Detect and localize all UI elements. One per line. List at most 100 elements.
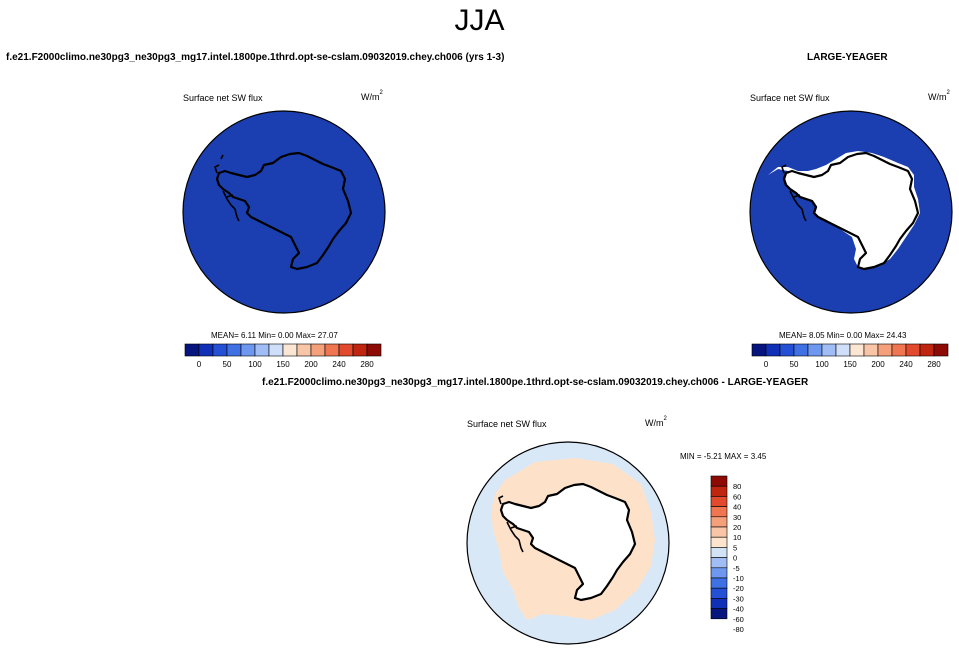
right-colorbar-labels: 050100150200240280320 — [764, 360, 941, 369]
diff-colorbar-tick-label: 80 — [733, 482, 741, 491]
diff-colorbar-tick-label: 20 — [733, 523, 741, 532]
diff-colorbar-boxes — [710, 475, 728, 620]
diff-colorbar-box — [710, 485, 728, 497]
left-colorbar-box — [268, 343, 284, 357]
right-colorbar-tick-label: 240 — [899, 360, 913, 369]
left-colorbar-tick-label: 100 — [248, 360, 262, 369]
left-colorbar-box — [226, 343, 242, 357]
diff-colorbar-tick-label: -20 — [733, 584, 744, 593]
left-variable-label: Surface net SW flux — [183, 93, 263, 103]
right-colorbar: 050100150200240280320 — [751, 343, 949, 369]
diff-case-title: f.e21.F2000climo.ne30pg3_ne30pg3_mg17.in… — [262, 377, 809, 388]
diff-colorbar-box — [710, 526, 728, 538]
left-colorbar-box — [198, 343, 214, 357]
left-peninsula-islands — [214, 154, 240, 222]
diff-colorbar-tick-label: 30 — [733, 513, 741, 522]
diff-colorbar-tick-label: -10 — [733, 574, 744, 583]
diff-colorbar-box — [710, 608, 728, 620]
left-colorbar-tick-label: 50 — [223, 360, 232, 369]
left-colorbar: 050100150200240280320 — [184, 343, 382, 369]
right-colorbar-box — [919, 343, 935, 357]
right-stats: MEAN= 8.05 Min= 0.00 Max= 24.43 — [779, 331, 907, 340]
left-colorbar-box — [240, 343, 256, 357]
diff-colorbar-box — [710, 506, 728, 518]
right-colorbar-box — [751, 343, 767, 357]
diff-colorbar-box — [710, 587, 728, 599]
left-colorbar-box — [212, 343, 228, 357]
right-peninsula-islands — [781, 164, 807, 222]
left-colorbar-box — [310, 343, 326, 357]
diff-minmax: MIN = -5.21 MAX = 3.45 — [680, 452, 767, 461]
diff-variable-label: Surface net SW flux — [467, 419, 547, 429]
right-colorbar-tick-label: 0 — [764, 360, 769, 369]
left-colorbar-boxes — [184, 343, 382, 357]
diff-colorbar-box — [710, 496, 728, 507]
right-polar-map — [749, 110, 953, 314]
right-case-title: LARGE-YEAGER — [807, 52, 888, 63]
diff-colorbar-box — [710, 536, 728, 548]
left-colorbar-box — [338, 343, 354, 357]
right-colorbar-box — [779, 343, 795, 357]
left-colorbar-tick-label: 150 — [276, 360, 290, 369]
left-stats: MEAN= 6.11 Min= 0.00 Max= 27.07 — [211, 331, 338, 340]
diff-colorbar-tick-label: 0 — [733, 554, 737, 563]
left-colorbar-tick-label: 240 — [332, 360, 346, 369]
right-colorbar-box — [765, 343, 781, 357]
diff-colorbar-tick-label: -30 — [733, 594, 744, 603]
right-colorbar-box — [933, 343, 949, 357]
diff-colorbar-box — [710, 547, 728, 558]
left-colorbar-tick-label: 280 — [360, 360, 374, 369]
right-antarctica-coastline — [782, 151, 920, 271]
right-colorbar-tick-label: 50 — [790, 360, 799, 369]
right-colorbar-tick-label: 100 — [815, 360, 829, 369]
diff-peninsula-islands — [498, 495, 524, 553]
left-colorbar-box — [352, 343, 368, 357]
right-colorbar-box — [905, 343, 921, 357]
diff-colorbar-tick-label: -80 — [733, 625, 744, 634]
left-colorbar-box — [282, 343, 298, 357]
left-polar-map — [182, 110, 386, 314]
right-colorbar-boxes — [751, 343, 949, 357]
diff-colorbar-box — [710, 475, 728, 487]
right-colorbar-tick-label: 280 — [927, 360, 941, 369]
diff-colorbar-tick-label: -60 — [733, 615, 744, 624]
diff-colorbar-box — [710, 567, 728, 579]
right-colorbar-box — [877, 343, 893, 357]
diff-colorbar-tick-label: 60 — [733, 492, 741, 501]
right-colorbar-box — [821, 343, 837, 357]
left-case-title: f.e21.F2000climo.ne30pg3_ne30pg3_mg17.in… — [6, 52, 505, 63]
right-variable-label: Surface net SW flux — [750, 93, 830, 103]
right-colorbar-box — [891, 343, 907, 357]
right-colorbar-box — [849, 343, 865, 357]
left-colorbar-box — [184, 343, 200, 357]
diff-colorbar-box — [710, 516, 728, 528]
left-colorbar-tick-label: 200 — [304, 360, 318, 369]
left-colorbar-box — [254, 343, 270, 357]
right-colorbar-tick-label: 200 — [871, 360, 885, 369]
diff-polar-map — [466, 441, 670, 645]
left-colorbar-box — [324, 343, 340, 357]
left-colorbar-box — [366, 343, 382, 357]
left-antarctica-coastline — [215, 151, 353, 271]
left-units-label: W/m2 — [361, 90, 383, 102]
right-colorbar-box — [793, 343, 809, 357]
diff-colorbar-tick-label: 40 — [733, 503, 741, 512]
diff-colorbar-box — [710, 557, 728, 569]
diff-colorbar-tick-label: 5 — [733, 543, 737, 552]
right-colorbar-box — [835, 343, 851, 357]
right-colorbar-tick-label: 150 — [843, 360, 857, 369]
right-colorbar-box — [863, 343, 879, 357]
left-colorbar-box — [296, 343, 312, 357]
diff-colorbar-tick-label: -40 — [733, 605, 744, 614]
diff-colorbar-box — [710, 577, 728, 589]
right-sea-ice-white — [768, 151, 920, 269]
diff-units-label: W/m2 — [645, 416, 667, 428]
diff-antarctica-land — [499, 482, 637, 602]
left-colorbar-labels: 050100150200240280320 — [197, 360, 374, 369]
diff-colorbar-tick-label: 10 — [733, 533, 741, 542]
right-colorbar-box — [807, 343, 823, 357]
page-title: JJA — [454, 4, 505, 37]
left-colorbar-tick-label: 0 — [197, 360, 202, 369]
right-units-label: W/m2 — [928, 90, 950, 102]
